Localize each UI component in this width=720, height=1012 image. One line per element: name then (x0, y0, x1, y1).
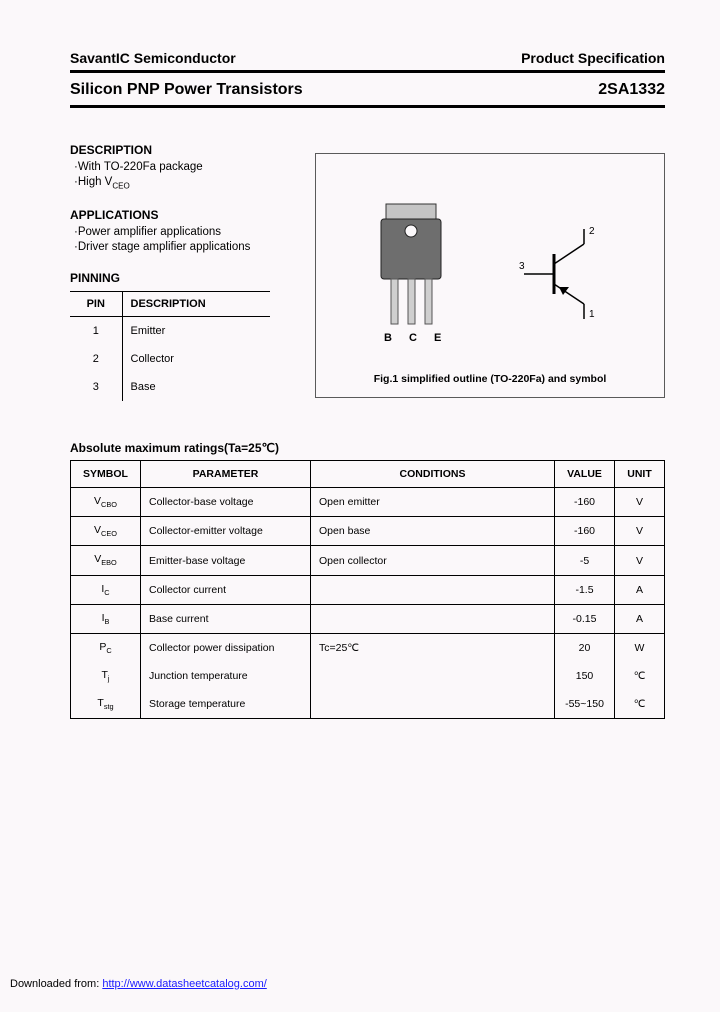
footer-prefix: Downloaded from: (10, 978, 102, 990)
col-pin: PIN (70, 292, 122, 317)
company-name: SavantIC Semiconductor (70, 50, 236, 66)
applications-heading: APPLICATIONS (70, 208, 305, 222)
col-desc: DESCRIPTION (122, 292, 270, 317)
table-row: IB Base current -0.15 A (71, 604, 665, 633)
body-columns: DESCRIPTION ·With TO-220Fa package ·High… (70, 143, 665, 401)
figure-box: B C E 3 2 1 Fig.1 simplified outline (TO… (315, 153, 665, 398)
rule (70, 105, 665, 108)
part-number: 2SA1332 (598, 81, 665, 99)
rule (70, 70, 665, 73)
left-column: DESCRIPTION ·With TO-220Fa package ·High… (70, 143, 305, 401)
package-outline-icon (376, 199, 446, 329)
application-line: ·Power amplifier applications (70, 226, 305, 238)
application-line: ·Driver stage amplifier applications (70, 241, 305, 253)
description-line: ·With TO-220Fa package (70, 161, 305, 173)
ratings-heading: Absolute maximum ratings(Ta=25℃) (70, 441, 665, 455)
product-family: Silicon PNP Power Transistors (70, 81, 303, 99)
table-row: VCEO Collector-emitter voltage Open base… (71, 517, 665, 546)
pinning-heading: PINNING (70, 271, 305, 285)
table-row: IC Collector current -1.5 A (71, 575, 665, 604)
pin1-label: 1 (589, 309, 595, 320)
footer-link[interactable]: http://www.datasheetcatalog.com/ (102, 978, 266, 990)
figure-caption: Fig.1 simplified outline (TO-220Fa) and … (316, 373, 664, 385)
table-row: 1 Emitter (70, 317, 270, 346)
title-row: Silicon PNP Power Transistors 2SA1332 (70, 77, 665, 105)
table-row: 3 Base (70, 373, 270, 401)
transistor-symbol-icon: 3 2 1 (519, 219, 609, 329)
pin3-label: 3 (519, 261, 525, 272)
table-header-row: PIN DESCRIPTION (70, 292, 270, 317)
description-heading: DESCRIPTION (70, 143, 305, 157)
table-row: PC Collector power dissipation Tc=25℃ 20… (71, 633, 665, 662)
datasheet-page: SavantIC Semiconductor Product Specifica… (0, 0, 720, 739)
table-row: VEBO Emitter-base voltage Open collector… (71, 546, 665, 575)
pin2-label: 2 (589, 226, 595, 237)
right-column: B C E 3 2 1 Fig.1 simplified outline (TO… (315, 143, 665, 401)
doc-type: Product Specification (521, 50, 665, 66)
top-header: SavantIC Semiconductor Product Specifica… (70, 50, 665, 70)
table-row: VCBO Collector-base voltage Open emitter… (71, 488, 665, 517)
table-header-row: SYMBOL PARAMETER CONDITIONS VALUE UNIT (71, 461, 665, 488)
table-row: Tstg Storage temperature -55~150 ℃ (71, 690, 665, 719)
pinning-table: PIN DESCRIPTION 1 Emitter 2 Collector 3 … (70, 291, 270, 401)
table-row: Tj Junction temperature 150 ℃ (71, 662, 665, 690)
table-row: 2 Collector (70, 345, 270, 373)
ratings-table: SYMBOL PARAMETER CONDITIONS VALUE UNIT V… (70, 460, 665, 719)
footer: Downloaded from: http://www.datasheetcat… (10, 978, 267, 990)
package-pin-labels: B C E (384, 332, 448, 344)
description-line: ·High VCEO (70, 176, 305, 190)
